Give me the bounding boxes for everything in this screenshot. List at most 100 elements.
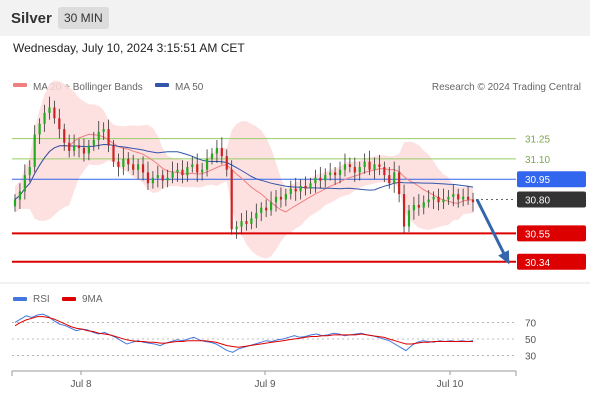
forecast-arrow: [475, 198, 510, 263]
candle-body: [141, 164, 145, 173]
rsi-panel: 70 50 30: [12, 313, 537, 363]
candle-body: [97, 131, 100, 140]
candle-body: [412, 204, 416, 211]
rsi-legend-label: RSI: [33, 294, 50, 305]
price-level-label: 31.10: [525, 155, 550, 166]
candle-body: [294, 188, 297, 192]
candle-body: [432, 196, 435, 200]
candle-body: [383, 167, 386, 176]
price-label-layer: 31.25 31.10 30.95 30.80 30.55 30.34: [475, 135, 586, 270]
candle-body: [388, 175, 391, 184]
candle-body: [33, 134, 36, 168]
rsi-legend-swatch: [13, 297, 27, 301]
x-tick-label: Jul 10: [437, 379, 464, 390]
x-tick-label: Jul 9: [254, 379, 276, 390]
candle-body: [368, 161, 371, 170]
candle-body: [132, 164, 135, 170]
rsi-ma-line: [14, 316, 473, 348]
candle-body: [309, 183, 312, 189]
candle-body: [137, 164, 140, 170]
price-level-label: 30.95: [525, 175, 550, 186]
candle-body: [191, 164, 194, 168]
rsi-tick-label: 50: [525, 335, 537, 346]
candle-body: [82, 148, 86, 154]
ma20-legend-swatch: [13, 83, 27, 87]
candle-body: [299, 185, 302, 192]
candle-body: [427, 199, 430, 203]
candle-body: [205, 158, 209, 170]
price-level-label: 30.80: [525, 196, 550, 207]
price-level-tag: [517, 191, 586, 208]
candle-body: [289, 188, 292, 195]
candle-body: [63, 129, 66, 143]
candle-body: [457, 194, 460, 200]
candle-body: [68, 142, 71, 151]
candle-body: [122, 158, 125, 168]
candle-body: [220, 148, 223, 157]
candle-body: [230, 169, 233, 230]
candle-body: [102, 129, 105, 132]
candle-body: [18, 191, 22, 200]
candle-body: [471, 199, 475, 203]
candle-body: [215, 148, 219, 154]
rsi-tick-label: 30: [525, 352, 537, 363]
candle-body: [235, 226, 238, 230]
candle-body: [358, 167, 361, 173]
candle-body: [53, 107, 56, 119]
x-tick-label: Jul 8: [70, 379, 92, 390]
candle-body: [329, 172, 332, 176]
candle-body: [363, 161, 366, 168]
candle-body: [437, 196, 440, 203]
candle-body: [171, 172, 174, 178]
candle-body: [447, 196, 450, 200]
candle-body: [353, 167, 356, 173]
candle-body: [402, 194, 406, 227]
candle-body: [452, 194, 455, 197]
candle-body: [186, 167, 189, 176]
candle-body: [269, 202, 273, 211]
candle-body: [58, 118, 61, 130]
price-level-layer: [12, 138, 516, 263]
candle-body: [92, 139, 95, 146]
candle-body: [334, 172, 337, 176]
candle-body: [112, 145, 115, 162]
forecast-arrowhead: [498, 250, 510, 265]
timeframe-button[interactable]: 30 MIN: [58, 7, 109, 29]
price-level-label: 31.25: [525, 135, 550, 146]
candle-body: [225, 156, 228, 170]
moving-average-layer: [14, 133, 474, 213]
candle-body: [407, 210, 411, 227]
candle-body: [72, 145, 76, 151]
candle-body: [393, 172, 396, 184]
candle-body: [117, 161, 120, 168]
candle-body: [196, 164, 199, 173]
candle-body: [338, 169, 342, 176]
candle-body: [28, 167, 31, 176]
chart-header: Silver 30 MIN: [0, 0, 590, 36]
candle-body: [279, 196, 283, 200]
candle-body: [265, 207, 268, 211]
candle-body: [348, 164, 351, 168]
ma20-line: [14, 133, 474, 213]
ma50-legend-label: MA 50: [175, 82, 204, 93]
candle-body: [151, 177, 154, 184]
candle-body: [87, 145, 90, 154]
candle-body: [161, 175, 164, 181]
candle-body: [284, 194, 287, 200]
candle-body: [260, 207, 263, 214]
candle-body: [343, 164, 347, 170]
price-level-tag: [517, 225, 586, 242]
candle-body: [250, 218, 253, 224]
candle-body: [23, 175, 26, 192]
candle-body: [156, 175, 159, 178]
ma50-line: [14, 143, 474, 200]
candle-body: [166, 177, 169, 181]
candle-body: [314, 177, 317, 184]
price-level-tag: [517, 171, 586, 188]
candle-body: [201, 169, 204, 173]
instrument-title: Silver: [11, 10, 52, 27]
candle-body: [181, 169, 184, 176]
candle-body: [319, 177, 322, 181]
rsi-ma-legend-label: 9MA: [82, 294, 103, 305]
